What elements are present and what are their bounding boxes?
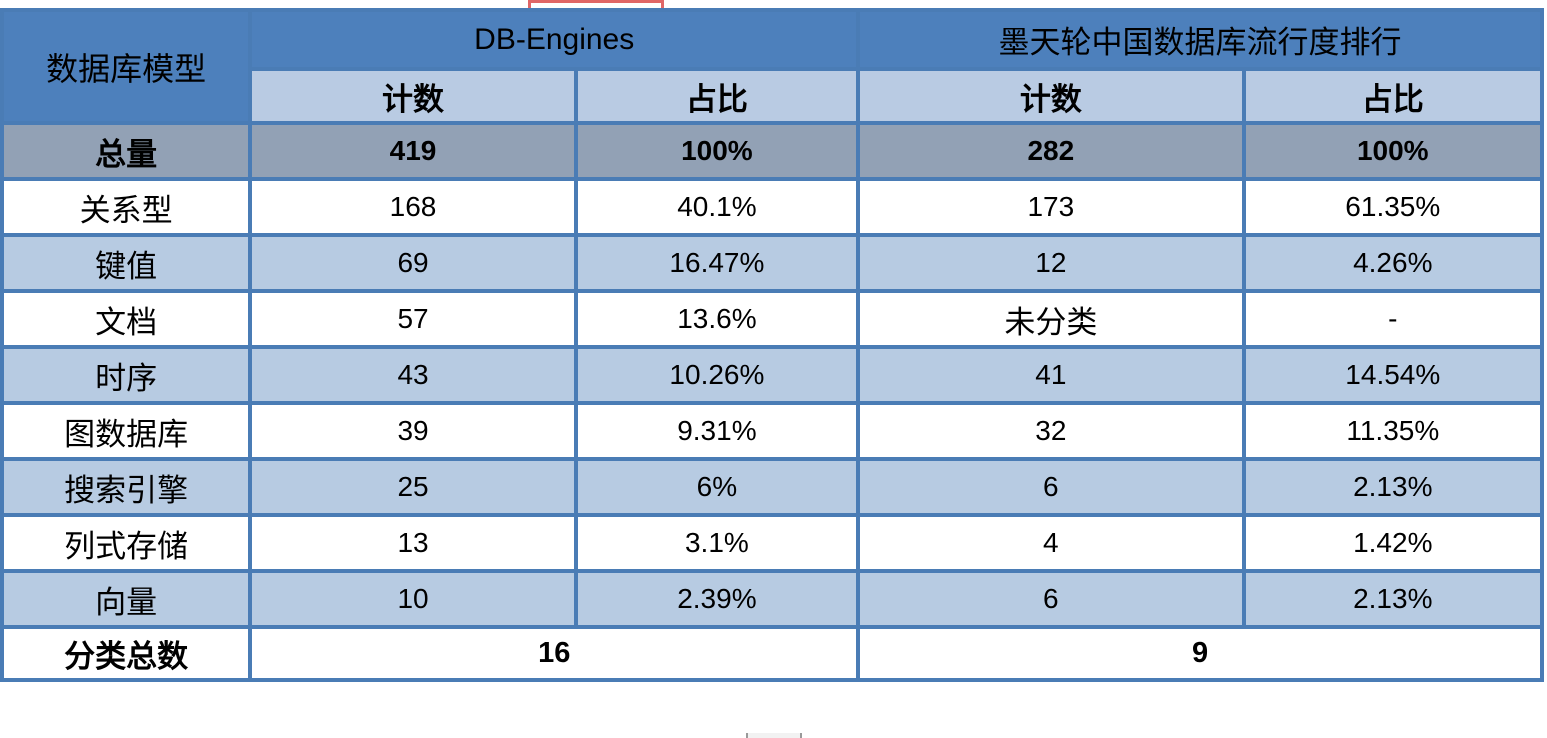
db-count-cell: 57 — [248, 289, 578, 349]
mo-share-cell: 1.42% — [1241, 513, 1545, 573]
red-annotation-fragment — [528, 0, 664, 8]
mo-category-total-cell: 9 — [856, 625, 1544, 682]
mo-share-cell: 2.13% — [1241, 457, 1545, 517]
row-label-cell: 文档 — [0, 289, 253, 349]
mo-count-cell: 6 — [856, 569, 1246, 629]
table-row: 搜索引擎 25 6% 6 2.13% — [0, 457, 1545, 517]
scrollbar-fragment — [746, 733, 802, 738]
db-share-cell: 100% — [573, 121, 861, 181]
mo-count-cell: 6 — [856, 457, 1246, 517]
db-share-cell: 10.26% — [573, 345, 861, 405]
table-row: 向量 10 2.39% 6 2.13% — [0, 569, 1545, 629]
db-share-cell: 16.47% — [573, 233, 861, 293]
mo-share-cell: 14.54% — [1241, 345, 1545, 405]
row-label-cell: 图数据库 — [0, 401, 253, 461]
table-row: 键值 69 16.47% 12 4.26% — [0, 233, 1545, 293]
row-label-cell: 列式存储 — [0, 513, 253, 573]
row-label-cell: 总量 — [0, 121, 253, 181]
group-header-row: 数据库模型 DB-Engines 墨天轮中国数据库流行度排行 — [0, 8, 1544, 125]
db-share-cell: 3.1% — [573, 513, 861, 573]
table-row: 关系型 168 40.1% 173 61.35% — [0, 177, 1545, 237]
db-share-cell: 13.6% — [573, 289, 861, 349]
db-count-cell: 69 — [248, 233, 578, 293]
subheader-db-count: 计数 — [248, 67, 578, 125]
db-share-cell: 6% — [573, 457, 861, 517]
db-count-cell: 419 — [248, 121, 578, 181]
db-category-total-cell: 16 — [248, 625, 861, 682]
mo-count-cell: 41 — [856, 345, 1246, 405]
database-model-comparison-table: 数据库模型 DB-Engines 墨天轮中国数据库流行度排行 计数 占比 计数 … — [0, 8, 1545, 682]
mo-share-cell: 2.13% — [1241, 569, 1545, 629]
mo-count-cell: 282 — [856, 121, 1246, 181]
subheader-mo-count: 计数 — [856, 67, 1246, 125]
table-row-total: 总量 419 100% 282 100% — [0, 121, 1545, 181]
subheader-db-share: 占比 — [573, 67, 861, 125]
db-share-cell: 9.31% — [573, 401, 861, 461]
corner-header-cell: 数据库模型 — [0, 8, 253, 125]
subheader-mo-share: 占比 — [1241, 67, 1545, 125]
mo-share-cell: 61.35% — [1241, 177, 1545, 237]
group-header-motianlun: 墨天轮中国数据库流行度排行 — [856, 8, 1544, 71]
db-count-cell: 168 — [248, 177, 578, 237]
db-count-cell: 39 — [248, 401, 578, 461]
group-header-db-engines: DB-Engines — [248, 8, 861, 71]
db-count-cell: 43 — [248, 345, 578, 405]
row-label-cell: 键值 — [0, 233, 253, 293]
db-share-cell: 2.39% — [573, 569, 861, 629]
mo-count-cell: 32 — [856, 401, 1246, 461]
db-count-cell: 25 — [248, 457, 578, 517]
mo-count-cell: 12 — [856, 233, 1246, 293]
table-row-category-total: 分类总数 16 9 — [0, 625, 1544, 682]
row-label-cell: 搜索引擎 — [0, 457, 253, 517]
mo-count-cell: 未分类 — [856, 289, 1246, 349]
mo-share-cell: 100% — [1241, 121, 1545, 181]
table-row: 图数据库 39 9.31% 32 11.35% — [0, 401, 1545, 461]
sub-header-row: 计数 占比 计数 占比 — [2, 67, 1545, 125]
mo-share-cell: 11.35% — [1241, 401, 1545, 461]
row-label-cell: 时序 — [0, 345, 253, 405]
row-label-cell: 向量 — [0, 569, 253, 629]
mo-share-cell: 4.26% — [1241, 233, 1545, 293]
row-label-cell: 关系型 — [0, 177, 253, 237]
table-row: 列式存储 13 3.1% 4 1.42% — [0, 513, 1545, 573]
table-row: 时序 43 10.26% 41 14.54% — [0, 345, 1545, 405]
table-row: 文档 57 13.6% 未分类 - — [0, 289, 1545, 349]
db-count-cell: 10 — [248, 569, 578, 629]
mo-count-cell: 4 — [856, 513, 1246, 573]
db-count-cell: 13 — [248, 513, 578, 573]
mo-count-cell: 173 — [856, 177, 1246, 237]
db-share-cell: 40.1% — [573, 177, 861, 237]
mo-share-cell: - — [1241, 289, 1545, 349]
footer-label-cell: 分类总数 — [0, 625, 253, 682]
